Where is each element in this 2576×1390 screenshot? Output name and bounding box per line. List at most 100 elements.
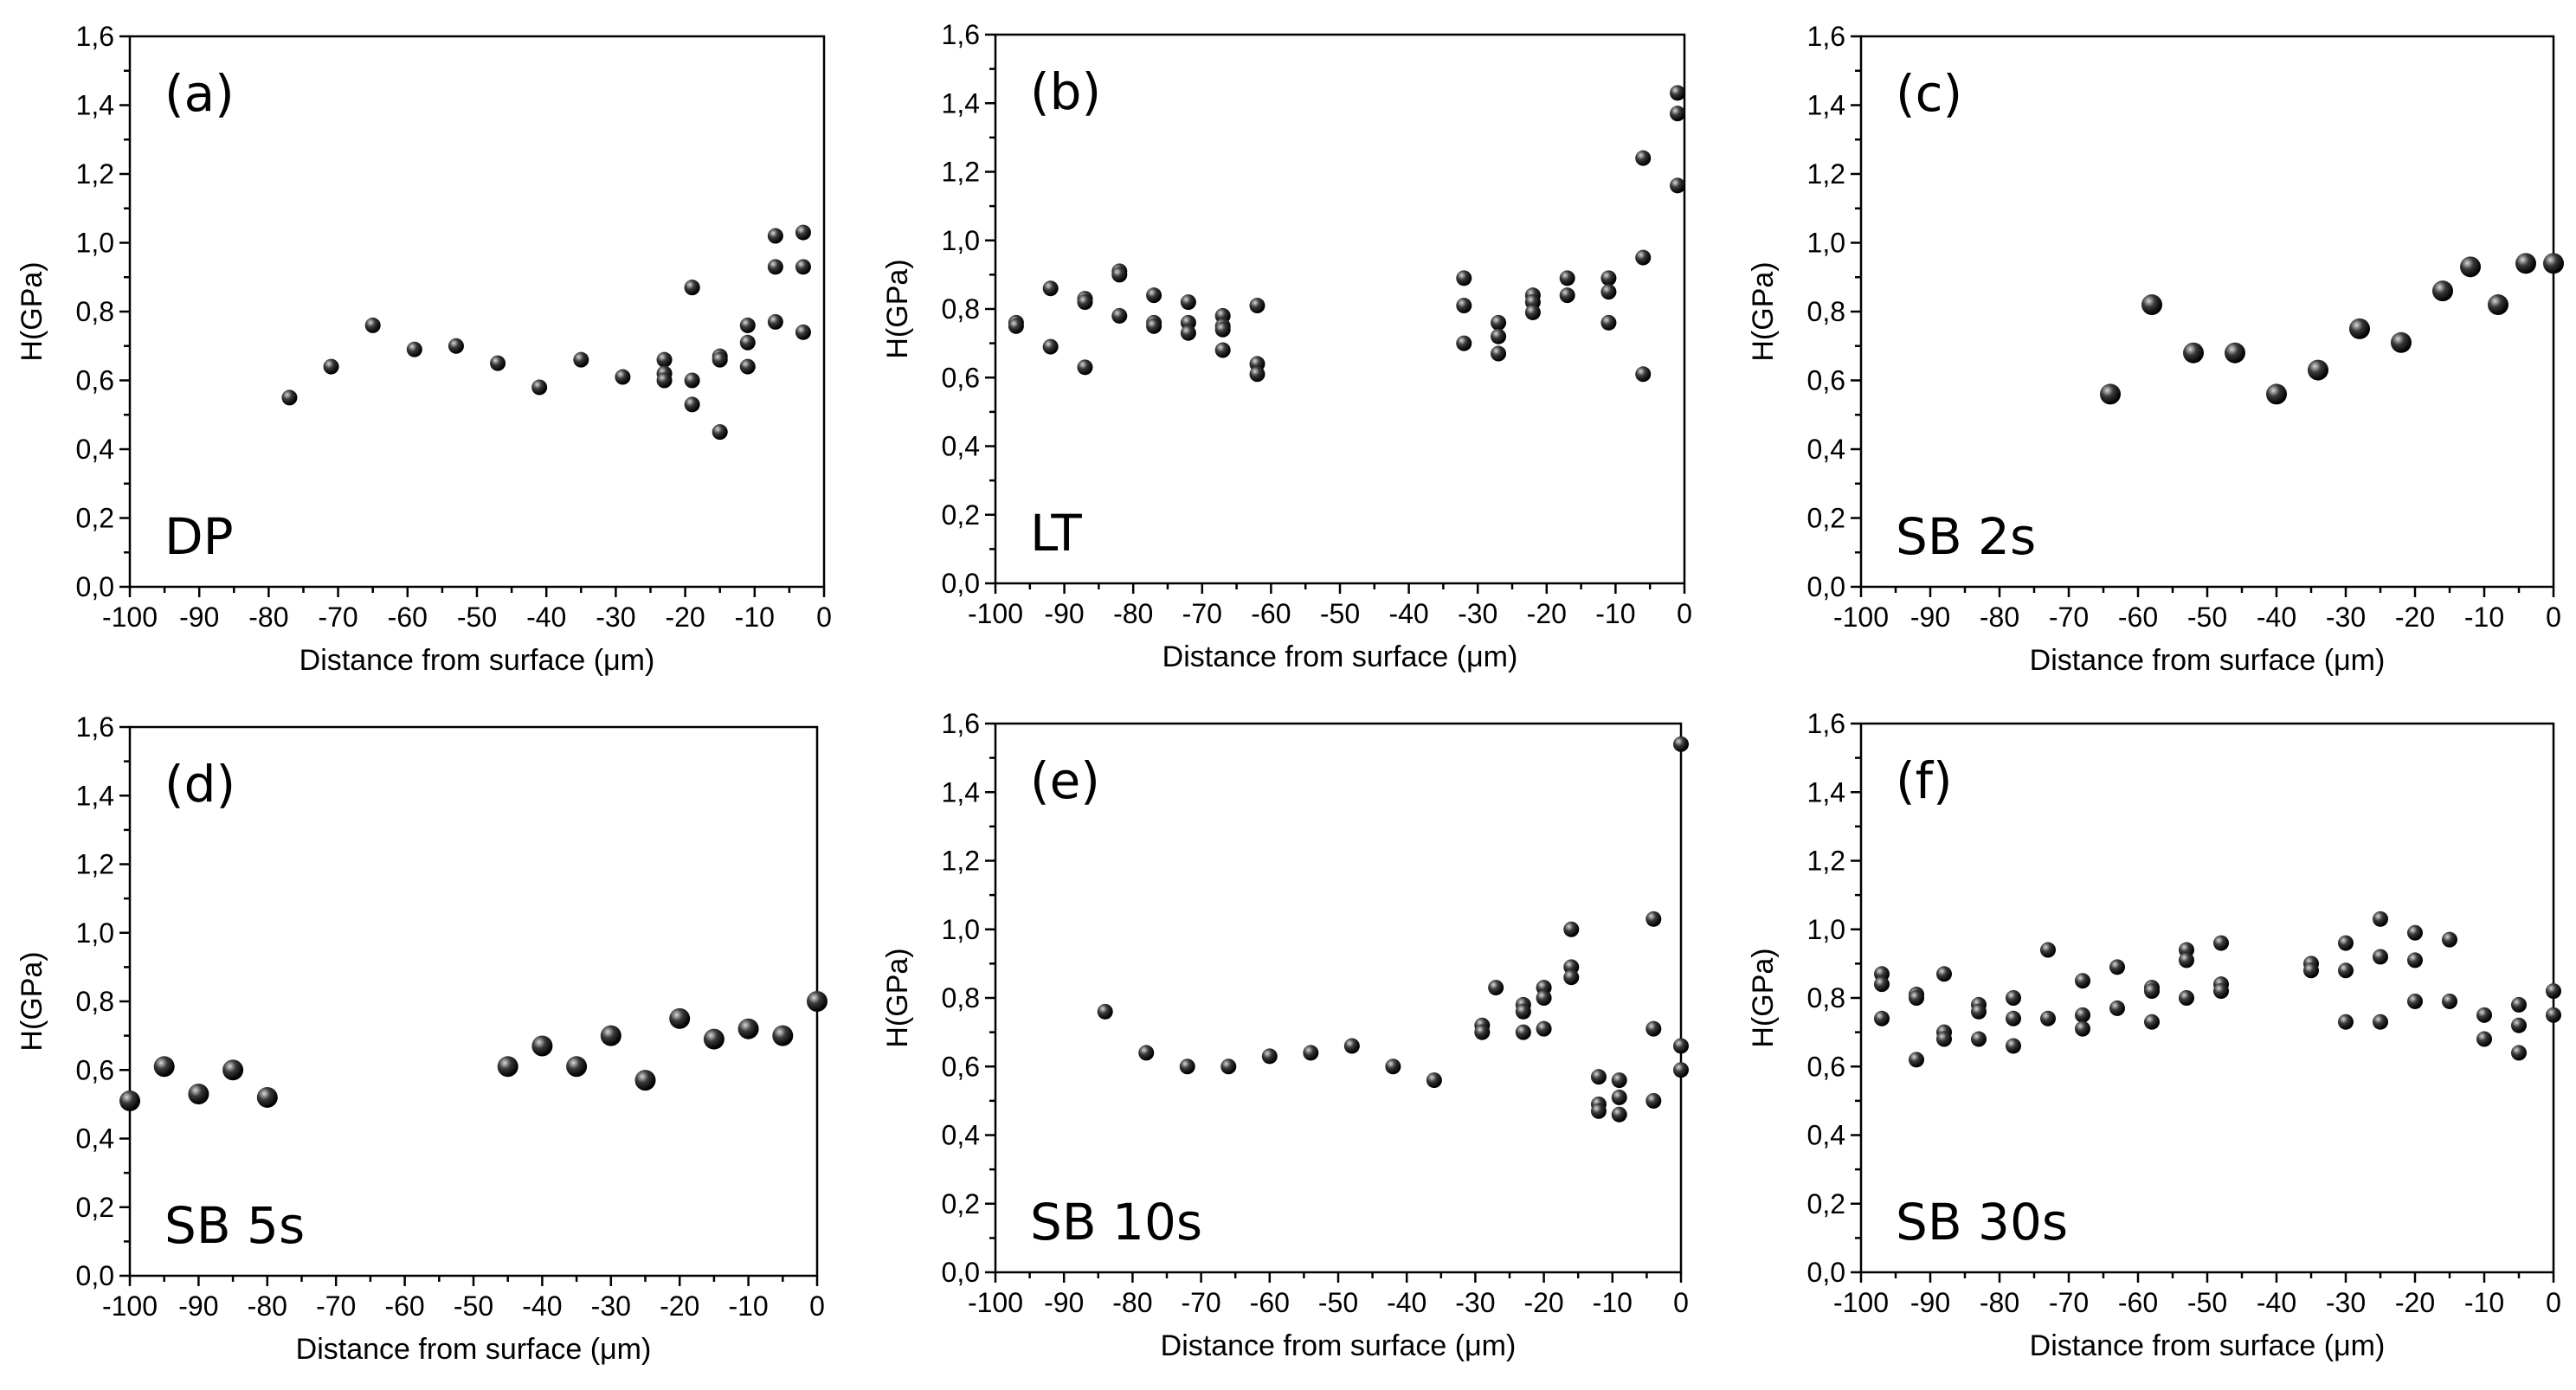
plot-frame bbox=[1859, 35, 2555, 589]
x-tick-label: -20 bbox=[2395, 1287, 2435, 1318]
data-point bbox=[1261, 1048, 1278, 1065]
x-axis-label: Distance from surface (μm) bbox=[296, 1333, 652, 1366]
data-point bbox=[573, 351, 589, 368]
data-point bbox=[739, 358, 756, 375]
data-point bbox=[656, 351, 673, 368]
data-point bbox=[2183, 342, 2204, 364]
x-axis-label: Distance from surface (μm) bbox=[1161, 1329, 1517, 1362]
y-tick-label: 1,6 bbox=[942, 708, 980, 739]
data-point bbox=[795, 224, 811, 241]
data-point bbox=[1179, 1059, 1195, 1075]
x-tick-label: -30 bbox=[596, 602, 635, 633]
y-tick-label: 0,6 bbox=[942, 362, 980, 393]
data-point bbox=[2373, 1014, 2388, 1030]
data-point bbox=[2442, 993, 2457, 1009]
data-point bbox=[1670, 177, 1686, 194]
data-point bbox=[669, 1007, 691, 1029]
data-point bbox=[1515, 1024, 1531, 1040]
y-tick-label: 0,4 bbox=[76, 434, 114, 465]
x-tick-label: -80 bbox=[248, 602, 288, 633]
y-axis-label: H(GPa) bbox=[1747, 948, 1780, 1047]
data-point bbox=[2100, 383, 2121, 405]
y-axis-label: H(GPa) bbox=[16, 261, 48, 361]
y-tick-label: 1,2 bbox=[1807, 158, 1845, 190]
y-tick-label: 0,0 bbox=[76, 1260, 114, 1291]
x-tick-label: -10 bbox=[1595, 598, 1635, 629]
x-tick-label: -100 bbox=[1833, 602, 1889, 633]
data-point bbox=[364, 317, 381, 333]
data-point bbox=[712, 424, 728, 441]
x-tick-label: -10 bbox=[728, 1290, 768, 1322]
x-tick-label: -60 bbox=[2118, 602, 2158, 633]
y-tick-label: 0,4 bbox=[1807, 434, 1845, 465]
x-tick-label: -30 bbox=[1458, 598, 1497, 629]
data-point bbox=[807, 991, 828, 1012]
x-tick-label: -90 bbox=[179, 602, 219, 633]
y-tick-label: 1,2 bbox=[942, 157, 980, 188]
y-tick-label: 0,2 bbox=[76, 1192, 114, 1223]
y-tick-label: 0,8 bbox=[942, 982, 980, 1014]
x-tick-label: -100 bbox=[102, 1290, 158, 1322]
panel-letter: (b) bbox=[1030, 62, 1101, 121]
y-tick-label: 1,2 bbox=[76, 158, 114, 190]
panel-sample-name: SB 2s bbox=[1896, 507, 2036, 566]
x-tick-label: -50 bbox=[457, 602, 497, 633]
x-tick-label: -70 bbox=[318, 602, 357, 633]
x-tick-label: -10 bbox=[1593, 1287, 1633, 1318]
data-point bbox=[1042, 338, 1059, 355]
x-tick-label: -70 bbox=[2049, 1287, 2089, 1318]
x-tick-label: -80 bbox=[1980, 1287, 2019, 1318]
data-point bbox=[2373, 949, 2388, 965]
x-tick-label: 0 bbox=[2546, 602, 2561, 633]
data-point bbox=[1909, 1052, 1924, 1068]
x-axis-label: Distance from surface (μm) bbox=[299, 644, 655, 677]
data-point bbox=[2179, 990, 2194, 1006]
data-point bbox=[1385, 1059, 1401, 1075]
data-point bbox=[1491, 314, 1507, 331]
data-point bbox=[767, 313, 783, 330]
y-tick-label: 1,0 bbox=[942, 225, 980, 256]
x-tick-label: -10 bbox=[2464, 1287, 2504, 1318]
data-point bbox=[2213, 983, 2229, 1000]
chart-panel-3: 0,00,20,40,60,81,01,21,41,6-100 -90 -80 -70… bbox=[1747, 21, 2564, 677]
data-point bbox=[1214, 342, 1231, 358]
data-point bbox=[737, 1018, 759, 1039]
y-tick-label: 1,4 bbox=[76, 90, 114, 121]
data-point bbox=[767, 259, 783, 275]
data-point bbox=[1456, 335, 1472, 351]
data-point bbox=[2266, 383, 2287, 405]
x-tick-label: -100 bbox=[102, 602, 158, 633]
x-tick-label: -80 bbox=[1113, 598, 1153, 629]
x-tick-label: -30 bbox=[2326, 602, 2366, 633]
data-point bbox=[566, 1056, 588, 1078]
data-point bbox=[1600, 284, 1617, 300]
data-point bbox=[2109, 959, 2125, 975]
data-point bbox=[795, 324, 811, 340]
data-point bbox=[1524, 304, 1541, 320]
x-tick-label: 0 bbox=[816, 602, 832, 633]
x-tick-label: -60 bbox=[384, 1290, 424, 1322]
y-tick-label: 0,8 bbox=[76, 986, 114, 1017]
data-point bbox=[188, 1083, 209, 1104]
data-point bbox=[1343, 1038, 1360, 1054]
x-tick-label: 0 bbox=[809, 1290, 825, 1322]
x-tick-label: -80 bbox=[1112, 1287, 1152, 1318]
y-tick-label: 0,2 bbox=[1807, 503, 1845, 534]
x-axis-label: Distance from surface (μm) bbox=[1162, 640, 1518, 673]
y-tick-label: 0,2 bbox=[76, 503, 114, 534]
data-point bbox=[772, 1025, 794, 1046]
y-tick-label: 0,4 bbox=[942, 431, 980, 462]
data-point bbox=[1936, 1031, 1952, 1047]
x-tick-label: -50 bbox=[1318, 1287, 1358, 1318]
y-tick-label: 1,4 bbox=[1807, 776, 1845, 808]
data-point bbox=[2006, 990, 2021, 1006]
x-tick-label: -90 bbox=[1044, 598, 1084, 629]
data-point bbox=[2511, 996, 2527, 1013]
data-point bbox=[1426, 1072, 1442, 1089]
data-point bbox=[2407, 993, 2423, 1009]
data-point bbox=[1138, 1045, 1155, 1061]
x-tick-label: -10 bbox=[2464, 602, 2504, 633]
data-point bbox=[1249, 298, 1265, 314]
x-tick-label: -100 bbox=[968, 1287, 1023, 1318]
y-tick-label: 1,4 bbox=[76, 780, 114, 811]
